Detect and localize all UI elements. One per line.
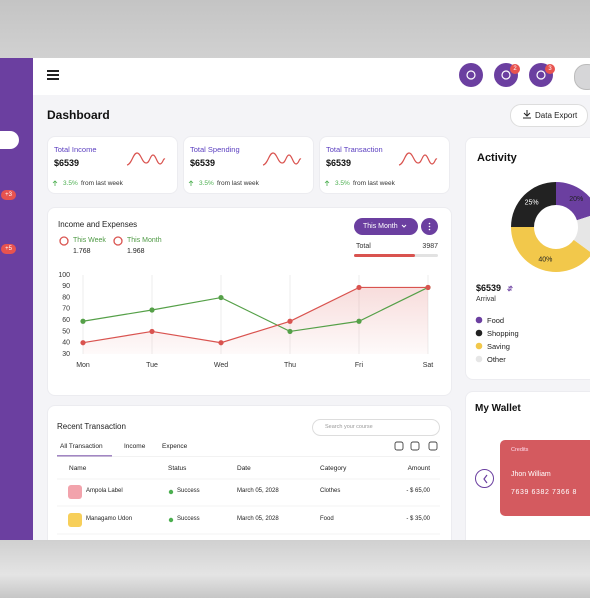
- card-label: Credits: [511, 447, 529, 453]
- total-label: Total: [356, 243, 371, 250]
- cell: Food: [320, 516, 334, 522]
- tab[interactable]: Expence: [162, 443, 188, 450]
- column-header: Category: [320, 465, 347, 472]
- card-title: Recent Transaction: [57, 422, 126, 431]
- card-number: 7639 6382 7366 8: [511, 489, 578, 496]
- legend-label[interactable]: This Month: [127, 237, 162, 244]
- cell: Success: [177, 516, 200, 522]
- search-button[interactable]: [459, 63, 483, 87]
- stat-change: 3.5%: [63, 180, 78, 187]
- nav-active[interactable]: [0, 131, 19, 149]
- row-icon: [68, 485, 82, 499]
- legend-label[interactable]: This Week: [73, 237, 106, 244]
- cell: March 05, 2028: [237, 488, 279, 494]
- column-header: Amount: [407, 465, 430, 472]
- legend-label[interactable]: Shopping: [487, 328, 519, 338]
- backdrop: [0, 540, 590, 598]
- stat-title: Total Income: [54, 145, 97, 154]
- stat-value: $6539: [190, 158, 216, 168]
- total-track: [354, 254, 438, 257]
- card-title: Income and Expenses: [58, 220, 138, 229]
- activity-card: [465, 137, 590, 380]
- cell: Success: [177, 488, 200, 494]
- stat-title: Total Spending: [190, 145, 240, 154]
- legend-label[interactable]: Other: [487, 354, 506, 364]
- nav-badge: +5: [1, 244, 16, 254]
- tab[interactable]: All Transaction: [60, 443, 103, 450]
- period-dropdown[interactable]: This Month: [354, 218, 418, 235]
- income-card: [47, 207, 452, 396]
- stat-note: from last week: [81, 180, 123, 187]
- column-header: Date: [237, 465, 251, 472]
- menu-button[interactable]: [47, 70, 59, 80]
- cell: - $ 35,00: [406, 516, 430, 522]
- cell: March 05, 2028: [237, 516, 279, 522]
- stat-value: $6539: [54, 158, 80, 168]
- stat-title: Total Transaction: [326, 145, 383, 154]
- mail-badge: 2: [510, 64, 520, 74]
- tab[interactable]: Income: [124, 443, 146, 450]
- export-button[interactable]: Data Export: [510, 104, 588, 127]
- stat-change: 3.5%: [335, 180, 350, 187]
- prev-card-button[interactable]: [475, 469, 494, 488]
- column-header: Status: [168, 465, 187, 472]
- card-title: Activity: [477, 152, 517, 164]
- card-title: My Wallet: [475, 403, 521, 414]
- total-value: 3987: [422, 243, 438, 250]
- cell: - $ 65,00: [406, 488, 430, 494]
- activity-amount: $6539: [476, 283, 502, 293]
- cell: Managamo Udon: [86, 516, 133, 522]
- transactions-card: [47, 405, 452, 557]
- page-title: Dashboard: [47, 108, 110, 122]
- notification-badge: 3: [545, 64, 555, 74]
- activity-label: Arrival: [476, 296, 496, 303]
- column-header: Name: [69, 465, 87, 472]
- card-holder: Jhon William: [511, 471, 551, 478]
- cell: Ampola Label: [86, 488, 123, 494]
- row-icon: [68, 513, 82, 527]
- stat-change: 3.5%: [199, 180, 214, 187]
- avatar[interactable]: [574, 64, 590, 90]
- stat-note: from last week: [353, 180, 395, 187]
- stat-note: from last week: [217, 180, 259, 187]
- nav-badge: +3: [1, 190, 16, 200]
- legend-label[interactable]: Saving: [487, 341, 510, 351]
- cell: Clothes: [320, 488, 341, 494]
- legend-value: 1.968: [127, 248, 145, 255]
- legend-label[interactable]: Food: [487, 315, 505, 325]
- more-button[interactable]: [421, 218, 438, 235]
- search-input[interactable]: Search your course: [312, 419, 440, 436]
- legend-value: 1.768: [73, 248, 91, 255]
- credit-card[interactable]: [500, 440, 590, 516]
- total-bar: [354, 254, 416, 257]
- stat-value: $6539: [326, 158, 352, 168]
